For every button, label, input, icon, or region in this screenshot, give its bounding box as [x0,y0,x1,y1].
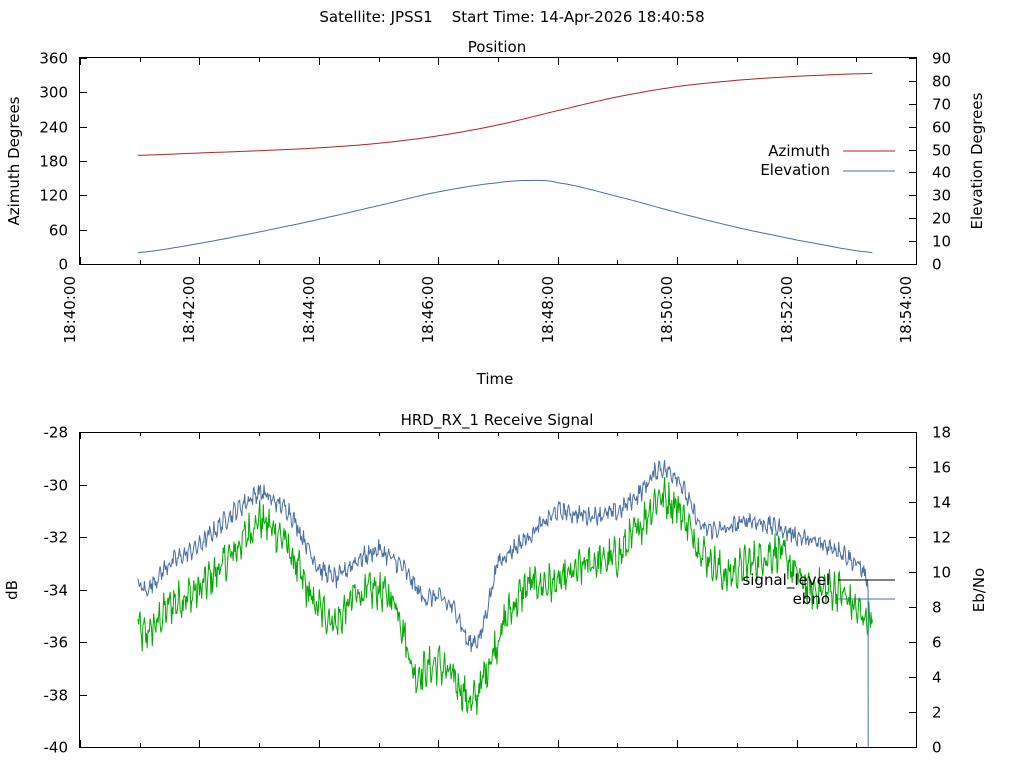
signal-left-axis: -40 -38 -36 -34 -32 -30 -28 [44,424,87,757]
signal-x-axis [80,432,917,747]
azimuth-tick-label: 240 [39,119,68,137]
elevation-tick-label: 60 [932,119,951,137]
db-tick-label: -38 [44,687,69,705]
ebno-tick-label: 12 [932,529,951,547]
position-right-axis: 0 10 20 30 40 50 60 70 80 90 [909,50,951,274]
elevation-tick-label: 50 [932,142,951,160]
signal-plot-frame [79,432,917,748]
elevation-tick-label: 80 [932,73,951,91]
azimuth-axis-label: Azimuth Degrees [5,96,23,225]
azimuth-tick-label: 180 [39,153,68,171]
start-time-label: Start Time: 14-Apr-2026 18:40:58 [451,8,705,26]
ebno-tick-label: 10 [932,564,951,582]
db-tick-label: -34 [44,582,69,600]
ebno-axis-label: Eb/No [970,568,988,612]
legend-label-azimuth: Azimuth [768,142,830,160]
page-title: Satellite: JPSS1 Start Time: 14-Apr-2026… [0,8,1024,26]
azimuth-tick-label: 120 [39,187,68,205]
azimuth-tick-label: 0 [58,256,68,274]
db-tick-label: -28 [44,424,69,442]
series-line-azimuth [137,72,873,156]
satellite-label: Satellite: JPSS1 [319,8,433,26]
series-line-elevation [137,179,873,254]
position-chart: Position 0 60 120 180 240 300 360 0 10 20 30 40 50 6… [5,38,986,388]
azimuth-tick-label: 300 [39,84,68,102]
elevation-tick-label: 10 [932,233,951,251]
time-tick-label: 18:40:00 [61,276,79,343]
elevation-tick-label: 90 [932,50,951,68]
azimuth-tick-label: 360 [39,50,68,68]
ebno-tick-label: 18 [932,424,951,442]
signal-chart-title: HRD_RX_1 Receive Signal [401,411,594,430]
ebno-tick-label: 6 [932,634,942,652]
elevation-tick-label: 40 [932,164,951,182]
time-tick-label: 18:52:00 [778,276,796,343]
legend-label-ebno: ebno [793,590,830,608]
time-axis-label: Time [476,370,514,388]
position-legend: Azimuth Elevation [760,142,895,179]
legend-label-signal-level: signal_level [742,571,830,590]
db-tick-label: -32 [44,529,69,547]
ebno-tick-label: 4 [932,669,942,687]
signal-legend: signal_level ebno [742,571,895,608]
time-tick-label: 18:54:00 [897,276,915,343]
time-tick-label: 18:42:00 [180,276,198,343]
ebno-tick-label: 8 [932,599,942,617]
elevation-axis-label: Elevation Degrees [968,92,986,229]
legend-label-elevation: Elevation [760,161,830,179]
signal-chart: HRD_RX_1 Receive Signal -40-38-36-34-32-… [3,411,988,757]
db-tick-label: -30 [44,477,69,495]
db-tick-label: -36 [44,634,69,652]
position-x-axis: 18:40:00 18:42:00 18:44:00 18:46:00 18:48:00… [61,58,917,343]
db-tick-label: -40 [44,739,69,757]
elevation-tick-label: 0 [932,256,942,274]
position-plot-frame [79,57,917,265]
position-left-axis: 0 60 120 180 240 300 360 [39,50,87,274]
time-tick-label: 18:48:00 [539,276,557,343]
elevation-tick-label: 30 [932,187,951,205]
series-line-signal-level [137,476,873,716]
elevation-tick-label: 70 [932,96,951,114]
db-axis-label: dB [3,580,21,600]
position-chart-title: Position [468,38,526,56]
time-tick-label: 18:44:00 [300,276,318,343]
signal-right-axis: 0 2 4 6 8 10 12 14 16 18 [909,424,951,757]
ebno-tick-label: 16 [932,459,951,477]
time-tick-label: 18:50:00 [658,276,676,343]
series-line-ebno [137,459,869,748]
ebno-tick-label: 2 [932,704,942,722]
ebno-tick-label: 14 [932,494,951,512]
ebno-tick-label: 0 [932,739,942,757]
time-tick-label: 18:46:00 [419,276,437,343]
elevation-tick-label: 20 [932,210,951,228]
azimuth-tick-label: 60 [49,222,68,240]
